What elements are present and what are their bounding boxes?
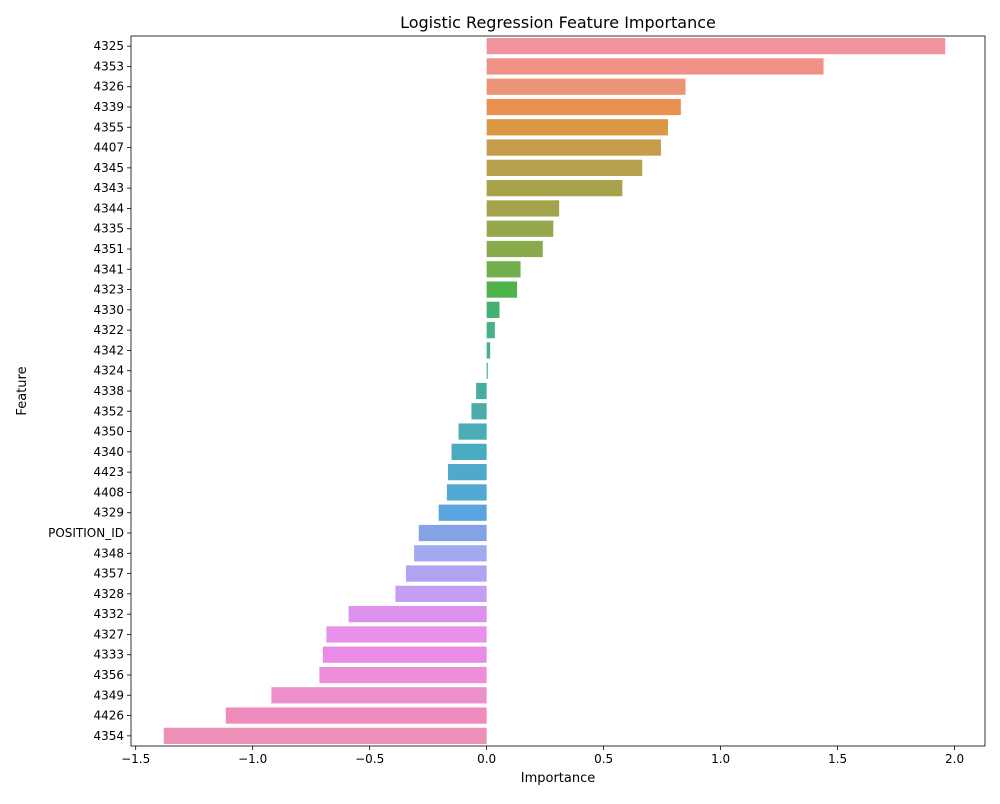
- bar-4328: [395, 585, 487, 602]
- bar-4335: [486, 220, 554, 237]
- y-tick-label: 4335: [93, 222, 124, 236]
- bars-group: [163, 38, 946, 744]
- bar-4349: [271, 687, 487, 704]
- chart-title: Logistic Regression Feature Importance: [400, 13, 716, 32]
- x-axis-ticks: −1.5 −1.0 −0.5 0.0 0.5 1.0 1.5 2.0: [121, 746, 964, 766]
- y-tick-label: 4324: [93, 364, 124, 378]
- y-tick-label: 4325: [93, 39, 124, 53]
- bar-4423: [448, 464, 487, 481]
- y-tick-label: 4329: [93, 506, 124, 520]
- y-tick-label: 4353: [93, 59, 124, 73]
- bar-4344: [486, 200, 560, 217]
- y-tick-label: 4343: [93, 181, 124, 195]
- x-tick-label: 1.5: [828, 752, 847, 766]
- x-tick-label: −1.5: [121, 752, 150, 766]
- bar-4345: [486, 159, 643, 176]
- bar-4332: [348, 606, 487, 623]
- y-tick-label: 4340: [93, 445, 124, 459]
- bar-4323: [486, 281, 518, 298]
- x-tick-label: −1.0: [238, 752, 267, 766]
- y-tick-label: 4356: [93, 668, 124, 682]
- y-axis-label: Feature: [15, 366, 30, 415]
- y-tick-label: 4350: [93, 425, 124, 439]
- bar-4338: [476, 382, 487, 400]
- bar-4329: [438, 504, 487, 521]
- x-tick-label: 1.0: [711, 752, 730, 766]
- bar-4322: [486, 322, 495, 339]
- bar-4342: [486, 342, 491, 359]
- bar-4324: [486, 362, 488, 379]
- x-tick-label: 0.5: [594, 752, 613, 766]
- y-tick-label: 4348: [93, 546, 124, 560]
- x-tick-label: −0.5: [355, 752, 384, 766]
- bar-4341: [486, 261, 521, 278]
- y-tick-label: 4352: [93, 404, 124, 418]
- y-tick-label: 4426: [93, 709, 124, 723]
- bar-4352: [471, 403, 487, 420]
- bar-4408: [446, 484, 487, 501]
- y-tick-label: 4341: [93, 262, 124, 276]
- y-tick-label: 4423: [93, 465, 124, 479]
- bar-4350: [458, 423, 487, 440]
- y-tick-label: 4338: [93, 384, 124, 398]
- y-tick-label: 4330: [93, 303, 124, 317]
- bar-4351: [486, 240, 543, 258]
- y-tick-label: 4326: [93, 80, 124, 94]
- y-tick-label: 4339: [93, 100, 124, 114]
- y-tick-label: 4351: [93, 242, 124, 256]
- bar-4426: [225, 707, 487, 724]
- y-tick-label: 4323: [93, 283, 124, 297]
- bar-4357: [405, 565, 487, 582]
- plot-frame: [130, 35, 986, 747]
- y-tick-label: 4357: [93, 567, 124, 581]
- bar-4339: [486, 98, 681, 116]
- y-tick-label: 4407: [93, 141, 124, 155]
- x-tick-label: 0.0: [477, 752, 496, 766]
- bar-4333: [322, 646, 487, 663]
- y-tick-label: 4344: [93, 201, 124, 215]
- bar-4343: [486, 180, 623, 197]
- y-tick-label: 4322: [93, 323, 124, 337]
- x-axis-label: Importance: [521, 771, 596, 786]
- y-tick-label: 4408: [93, 485, 124, 499]
- bar-4348: [414, 545, 487, 562]
- bar-4353: [486, 58, 824, 75]
- y-tick-label: 4332: [93, 607, 124, 621]
- bar-4330: [486, 301, 500, 318]
- y-tick-label: 4328: [93, 587, 124, 601]
- y-tick-label: POSITION_ID: [48, 526, 124, 540]
- bar-4325: [486, 38, 946, 55]
- y-tick-label: 4342: [93, 343, 124, 357]
- bar-4327: [326, 626, 487, 643]
- y-tick-label: 4355: [93, 120, 124, 134]
- y-tick-label: 4345: [93, 161, 124, 175]
- y-tick-label: 4349: [93, 688, 124, 702]
- y-tick-label: 4333: [93, 648, 124, 662]
- bar-4326: [486, 78, 686, 95]
- y-tick-label: 4327: [93, 627, 124, 641]
- bar-4356: [319, 666, 487, 684]
- x-tick-label: 2.0: [945, 752, 964, 766]
- bar-4340: [451, 443, 487, 460]
- bar-4407: [486, 139, 661, 156]
- bar-position-id: [418, 524, 487, 542]
- y-axis-ticks: 4325 4353 4326 4339 4355 4407 4345 4343 4344 4335…: [48, 39, 131, 743]
- bar-4355: [486, 119, 668, 136]
- y-tick-label: 4354: [93, 729, 124, 743]
- bar-4354: [163, 727, 487, 744]
